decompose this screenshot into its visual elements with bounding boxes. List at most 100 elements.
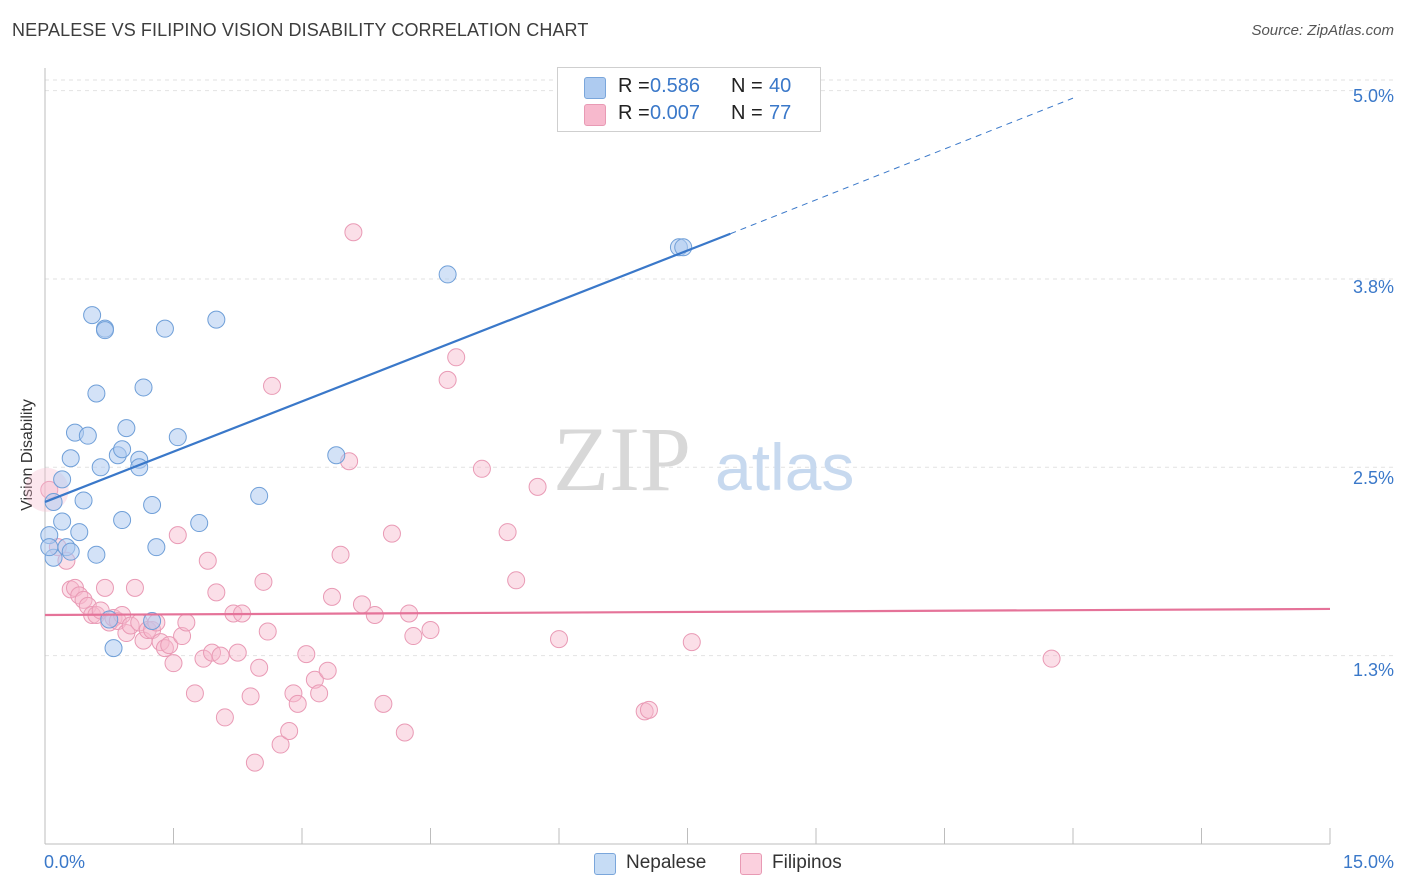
y-tick-label: 1.3%: [1352, 660, 1394, 680]
chart-source: Source: ZipAtlas.com: [1251, 22, 1394, 39]
nepalese-point: [91, 458, 110, 477]
y-tick-label: 3.8%: [1352, 277, 1394, 297]
filipinos-point: [1042, 649, 1061, 668]
watermark: ZIP atlas: [553, 408, 854, 510]
nepalese-point: [168, 428, 187, 447]
grid-lines: [45, 79, 1395, 657]
filipinos-point: [528, 477, 547, 496]
filipinos-point: [550, 630, 568, 649]
filipinos-point: [254, 572, 273, 591]
filipinos-point: [305, 670, 324, 689]
watermark-zip: ZIP: [553, 408, 691, 510]
nepalese-point: [438, 265, 457, 284]
nepalese-point: [190, 514, 209, 533]
n-value: 77: [769, 102, 792, 124]
filipinos-point: [215, 708, 234, 727]
filipinos-point: [250, 658, 269, 677]
filipinos-point: [245, 753, 264, 772]
x-tick-max: 15.0%: [1342, 852, 1394, 872]
filipinos-point: [241, 687, 260, 706]
nepalese-legend-label: Nepalese: [626, 852, 707, 873]
filipinos-point: [682, 633, 701, 652]
filipinos-point: [173, 627, 192, 646]
filipinos-point: [288, 694, 307, 713]
filipinos-point: [639, 700, 658, 719]
n-value: 40: [769, 75, 792, 97]
legend-row-filipinos: R = 0.007 N = 77: [558, 101, 820, 127]
nepalese-point: [61, 542, 80, 561]
nepalese-point: [327, 446, 346, 465]
filipinos-point: [507, 571, 526, 590]
filipinos-point: [374, 694, 393, 713]
nepalese-point: [113, 440, 132, 459]
filipinos-point: [365, 605, 384, 624]
nepalese-point: [53, 470, 72, 489]
nepalese-point: [95, 321, 114, 340]
nepalese-point: [104, 639, 123, 658]
filipinos-point: [125, 578, 144, 597]
nepalese-point: [78, 426, 97, 445]
trend-lines: [44, 97, 1331, 617]
nepalese-point: [207, 310, 226, 329]
filipinos-point: [168, 526, 187, 545]
nepalese-point: [87, 384, 106, 403]
filipinos-point: [284, 684, 303, 703]
y-tick-label: 2.5%: [1352, 468, 1394, 488]
filipinos-point: [498, 523, 517, 542]
filipinos-point: [198, 551, 217, 570]
nepalese-swatch: [584, 77, 606, 99]
filipinos-point: [322, 587, 341, 606]
nepalese-point: [143, 611, 162, 630]
nepalese-point: [70, 523, 89, 542]
n-label: N =: [731, 75, 763, 97]
nepalese-point: [143, 495, 162, 514]
filipinos-point: [207, 583, 226, 602]
filipinos-point: [280, 721, 299, 740]
axes: [44, 68, 1331, 845]
filipinos-point: [271, 735, 290, 754]
nepalese-point: [113, 511, 132, 530]
legend-row-nepalese: R = 0.586 N = 40: [558, 74, 820, 100]
nepalese-legend-swatch: [594, 853, 616, 875]
filipinos-points: [24, 223, 1061, 772]
filipinos-point: [472, 459, 491, 478]
y-tick-label: 5.0%: [1352, 86, 1394, 106]
filipinos-point: [310, 684, 329, 703]
filipinos-point: [263, 376, 282, 395]
nepalese-trend-line: [44, 232, 731, 503]
filipinos-point: [421, 621, 440, 640]
filipinos-point: [95, 578, 114, 597]
filipinos-point: [228, 643, 247, 662]
nepalese-point: [147, 538, 166, 557]
filipinos-point: [258, 622, 277, 641]
nepalese-point: [87, 545, 106, 564]
x-tick-min: 0.0%: [44, 852, 86, 872]
filipinos-point: [344, 223, 363, 242]
nepalese-point: [155, 319, 174, 338]
filipinos-point: [211, 646, 230, 665]
filipinos-trend-line: [44, 607, 1331, 617]
chart-title: NEPALESE VS FILIPINO VISION DISABILITY C…: [12, 20, 589, 40]
filipinos-point: [404, 627, 423, 646]
nepalese-point: [61, 449, 80, 468]
nepalese-point: [250, 486, 269, 505]
filipinos-legend-swatch: [740, 853, 762, 875]
nepalese-point: [40, 538, 59, 557]
n-label: N =: [731, 102, 763, 124]
filipinos-point: [177, 613, 196, 632]
filipinos-point: [395, 723, 414, 742]
nepalese-point: [134, 378, 153, 397]
filipinos-point: [297, 645, 316, 664]
filipinos-swatch: [584, 104, 606, 126]
r-label: R =: [618, 102, 650, 124]
filipinos-point: [447, 348, 466, 367]
filipinos-point: [438, 370, 457, 389]
watermark-atlas: atlas: [715, 430, 854, 504]
nepalese-point: [100, 610, 119, 629]
nepalese-point: [83, 306, 102, 325]
filipinos-legend-label: Filipinos: [772, 852, 842, 873]
filipinos-point: [382, 524, 401, 543]
r-value: 0.007: [650, 102, 701, 124]
filipinos-point: [318, 661, 337, 680]
